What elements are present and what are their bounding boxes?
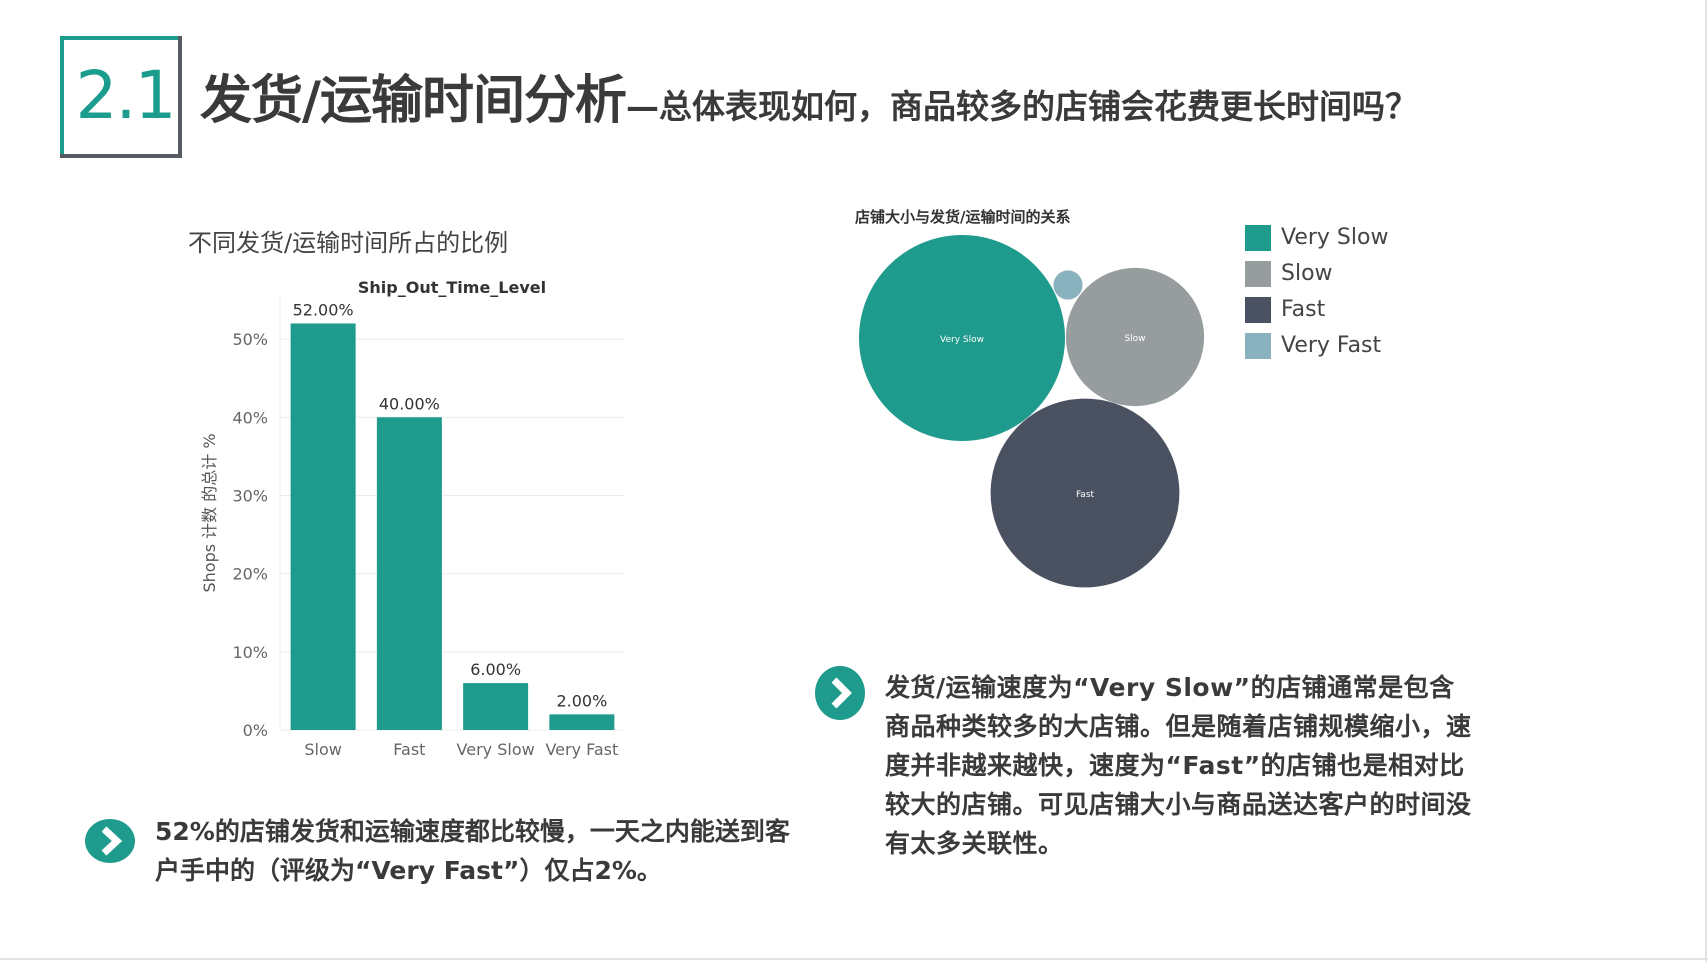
bubble-panel-title: 店铺大小与发货/运输时间的关系 — [855, 208, 1071, 226]
bar-data-label: 2.00% — [556, 691, 607, 710]
bar — [290, 323, 356, 730]
x-tick-label: Slow — [304, 740, 341, 759]
note-left: 52%的店铺发货和运输速度都比较慢，一天之内能送到客户手中的（评级为“Very … — [155, 817, 790, 885]
note-right: 发货/运输速度为“Very Slow”的店铺通常是包含商品种类较多的大店铺。但是… — [885, 673, 1472, 858]
legend-swatch — [1245, 333, 1271, 359]
bubble — [1065, 267, 1205, 407]
x-tick-label: Very Fast — [545, 740, 618, 759]
y-tick-label: 30% — [232, 486, 268, 505]
x-tick-label: Fast — [393, 740, 425, 759]
y-tick-label: 10% — [232, 643, 268, 662]
page-title-main: 发货/运输时间分析 — [200, 71, 627, 131]
slide-border-right — [1705, 0, 1707, 962]
bubble-label: Very Slow — [940, 335, 984, 345]
bubble-label: Slow — [1124, 334, 1145, 344]
legend-label: Very Fast — [1281, 333, 1382, 358]
bar-panel-title: 不同发货/运输时间所占的比例 — [188, 229, 509, 257]
legend-label: Slow — [1281, 261, 1333, 286]
y-tick-label: 40% — [232, 408, 268, 427]
y-tick-label: 50% — [232, 330, 268, 349]
legend-swatch — [1245, 297, 1271, 323]
y-tick-label: 20% — [232, 565, 268, 584]
bar — [463, 683, 529, 730]
y-tick-label: 0% — [243, 721, 268, 740]
legend-swatch — [1245, 261, 1271, 287]
bubble — [990, 398, 1180, 588]
bar-data-label: 52.00% — [293, 300, 354, 319]
y-axis-label: Shops 计数 的总计 % — [200, 433, 219, 592]
bar-chart-title: Ship_Out_Time_Level — [358, 278, 546, 297]
x-tick-label: Very Slow — [457, 740, 535, 759]
bar-data-label: 40.00% — [379, 394, 440, 413]
page-title: 发货/运输时间分析—总体表现如何，商品较多的店铺会花费更长时间吗？ — [200, 58, 1418, 133]
bubble — [1053, 270, 1083, 300]
section-badge: 2.1 — [60, 36, 182, 158]
bar-data-label: 6.00% — [470, 660, 521, 679]
slide-border-bottom — [0, 958, 1708, 960]
chevron-right-circle-icon — [85, 819, 135, 863]
section-number: 2.1 — [75, 57, 177, 134]
chevron-right-circle-icon — [815, 666, 865, 720]
legend-swatch — [1245, 225, 1271, 251]
bubble — [859, 235, 1065, 441]
bar — [549, 714, 615, 730]
bubble-label: Fast — [1076, 490, 1095, 500]
legend-label: Very Slow — [1281, 225, 1389, 250]
bar — [376, 417, 442, 730]
legend-label: Fast — [1281, 297, 1326, 322]
page-subtitle: —总体表现如何，商品较多的店铺会花费更长时间吗？ — [626, 87, 1418, 126]
